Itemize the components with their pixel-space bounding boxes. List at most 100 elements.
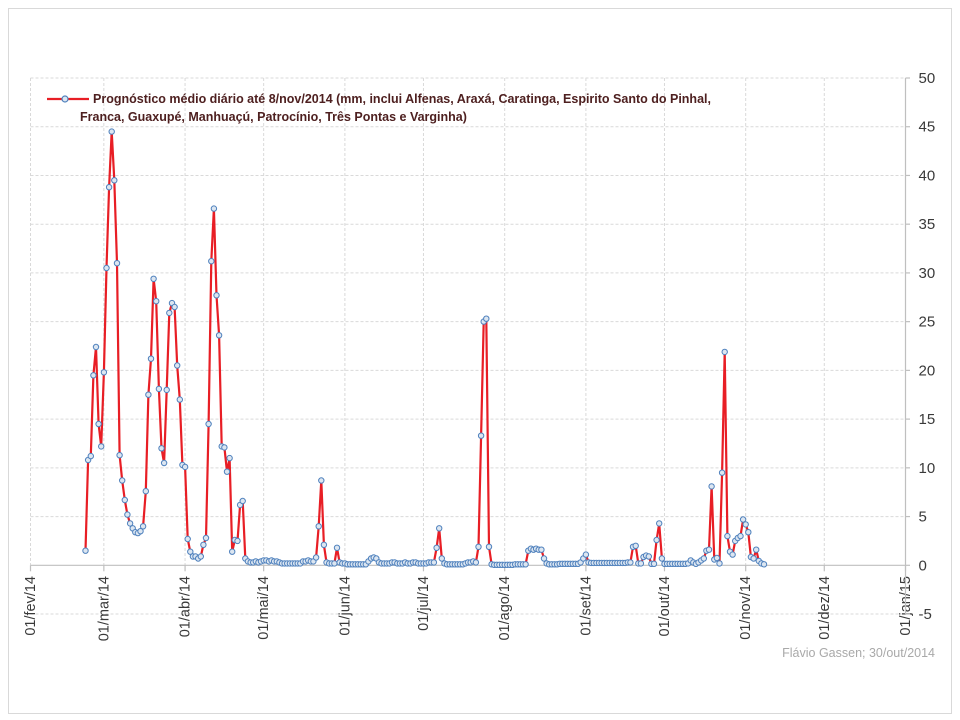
data-point-marker <box>100 369 108 376</box>
data-point-marker <box>153 298 160 305</box>
x-axis-tick-label: 01/nov/14 <box>738 576 754 640</box>
data-point-marker <box>176 396 184 403</box>
data-point-marker <box>124 511 131 518</box>
data-point-marker <box>239 497 246 505</box>
x-axis-tick-label: 01/jun/14 <box>337 576 353 636</box>
x-axis-tick-labels: 01/fev/14 01/mar/14 01/abr/14 01/mai/14 01/j… <box>23 576 914 641</box>
data-point-marker <box>745 529 752 536</box>
data-point-marker <box>483 315 490 322</box>
data-point-marker <box>333 544 341 551</box>
x-axis-tick-label: 01/ago/14 <box>497 576 513 641</box>
data-point-marker <box>705 546 713 553</box>
data-point-marker <box>158 445 165 452</box>
data-point-marker <box>92 343 100 351</box>
data-point-marker <box>540 555 548 562</box>
data-point-marker <box>700 555 707 562</box>
data-point-marker <box>522 561 529 568</box>
data-point-marker <box>145 391 152 398</box>
data-point-marker <box>650 560 658 567</box>
data-point-marker <box>98 443 105 450</box>
x-axis-tick-label: 01/abr/14 <box>178 576 194 637</box>
data-point-marker <box>331 560 338 567</box>
data-point-marker <box>150 275 157 282</box>
data-point-marker <box>213 292 220 299</box>
data-point-marker <box>174 362 181 369</box>
data-point-marker <box>538 546 545 553</box>
data-point-marker <box>312 554 320 561</box>
data-point-marker <box>721 348 728 356</box>
data-point-marker <box>627 559 634 566</box>
y-axis-tick-label: 20 <box>919 362 936 379</box>
data-point-marker <box>436 525 443 532</box>
data-point-marker <box>221 444 228 451</box>
data-point-marker <box>210 205 218 212</box>
data-point-marker <box>160 459 168 467</box>
data-point-marker <box>202 534 210 542</box>
legend-line-2: Franca, Guaxupé, Manhuaçú, Patrocínio, T… <box>80 110 467 124</box>
data-point-marker <box>215 332 223 339</box>
data-point-marker <box>582 551 590 558</box>
data-point-marker <box>737 532 744 540</box>
data-point-marker <box>656 520 663 527</box>
x-axis-tick-label: 01/dez/14 <box>817 576 833 640</box>
data-point-marker <box>82 547 89 554</box>
data-point-marker <box>645 553 652 560</box>
x-axis-tick-label: 01/out/14 <box>657 576 673 636</box>
x-axis-tick-label: 01/mai/14 <box>256 576 272 640</box>
vertical-gridlines <box>29 78 907 572</box>
data-point-marker <box>430 559 438 566</box>
y-axis-tick-label: 25 <box>919 314 936 331</box>
y-axis-tick-label: 15 <box>919 411 936 428</box>
data-point-marker <box>163 386 170 394</box>
data-point-marker <box>87 452 95 460</box>
data-point-marker <box>137 528 144 535</box>
data-point-marker <box>716 560 723 567</box>
data-point-marker <box>142 488 150 495</box>
legend-line-1: Prognóstico médio diário até 8/nov/2014 … <box>93 92 711 106</box>
footer-credit: Flávio Gassen; 30/out/2014 <box>782 646 935 660</box>
y-axis-tick-label: 45 <box>919 119 936 136</box>
data-point-marker <box>632 542 639 549</box>
data-point-marker <box>750 555 757 562</box>
data-point-marker <box>139 523 147 530</box>
data-point-marker <box>475 543 482 550</box>
data-point-marker <box>485 543 493 550</box>
y-axis-tick-label: -5 <box>919 606 932 623</box>
data-point-marker <box>187 548 194 555</box>
data-point-marker <box>184 535 191 543</box>
horizontal-gridlines <box>30 77 906 615</box>
data-point-marker <box>108 128 115 135</box>
data-point-marker <box>315 523 322 530</box>
y-axis-tick-labels: -5 0 5 10 15 20 25 30 35 40 45 50 <box>919 70 936 623</box>
data-point-marker <box>155 385 163 393</box>
y-axis-tick-label: 5 <box>919 509 927 526</box>
data-point-marker <box>438 555 445 562</box>
data-point-marker <box>753 546 760 553</box>
data-point-marker <box>477 432 485 439</box>
x-axis-tick-label: 01/fev/14 <box>23 576 39 636</box>
data-point-marker <box>234 537 241 545</box>
data-point-marker <box>90 372 97 379</box>
data-point-marker <box>713 554 721 562</box>
y-axis-tick-label: 0 <box>919 557 927 574</box>
data-point-marker <box>472 559 480 566</box>
x-axis-tick-label: 01/jul/14 <box>416 576 432 631</box>
series-line <box>84 130 766 566</box>
data-point-marker <box>739 516 747 523</box>
y-axis-tick-label: 50 <box>919 70 936 87</box>
data-point-marker <box>226 454 233 462</box>
data-point-marker <box>116 452 123 459</box>
data-point-marker <box>658 555 666 562</box>
data-point-marker <box>113 260 121 267</box>
data-point-marker <box>433 544 440 551</box>
data-point-marker <box>653 536 660 544</box>
data-point-marker <box>318 477 325 484</box>
y-axis <box>904 77 910 615</box>
series-markers <box>82 128 768 568</box>
data-point-marker <box>205 420 212 428</box>
y-axis-tick-label: 35 <box>919 216 936 233</box>
data-point-marker <box>166 309 173 317</box>
data-point-marker <box>197 553 205 560</box>
